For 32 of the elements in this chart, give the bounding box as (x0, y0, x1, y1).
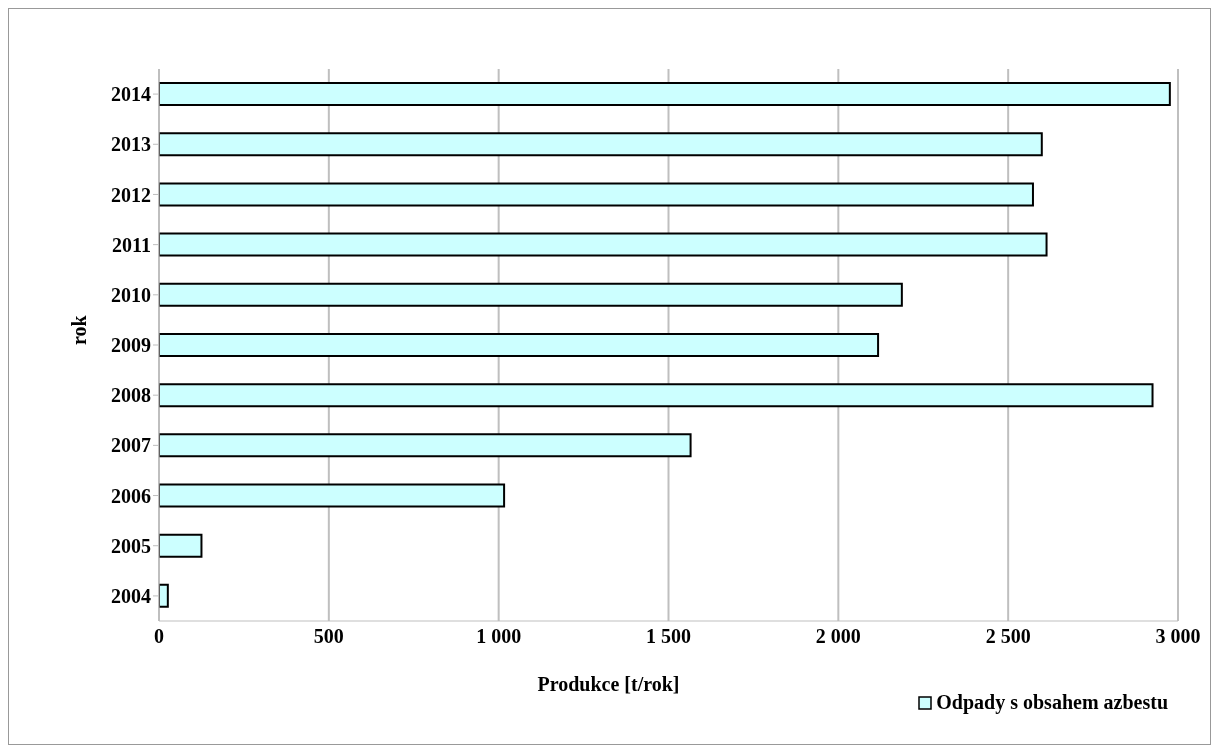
y-tick-label: 2013 (111, 133, 151, 156)
y-tick-label: 2004 (111, 585, 151, 608)
bar (159, 533, 203, 558)
bar (159, 82, 1171, 107)
x-tick-label: 1 500 (646, 625, 691, 648)
x-tick-label: 0 (154, 625, 164, 648)
x-tick-label: 500 (313, 625, 344, 648)
y-tick-label: 2014 (111, 83, 151, 106)
bar (159, 383, 1154, 408)
x-axis-title: Produkce [t/rok] (537, 673, 680, 695)
x-tick-label: 3 000 (1155, 625, 1201, 648)
y-tick-label: 2008 (111, 384, 151, 407)
y-tick-label: 2012 (111, 183, 151, 206)
bar (159, 483, 506, 508)
x-tick-label: 2 000 (815, 625, 861, 648)
y-tick-label: 2007 (111, 434, 151, 457)
y-tick-label: 2005 (111, 534, 151, 557)
y-tick-label: 2006 (111, 484, 151, 507)
bar (159, 132, 1043, 157)
bar (159, 583, 169, 608)
y-tick-label: 2011 (112, 233, 151, 256)
y-tick-label: 2010 (111, 283, 151, 306)
y-tick-label: 2009 (111, 334, 151, 357)
legend-label: Odpady s obsahem azbestu (935, 691, 1168, 714)
x-tick-label: 1 000 (476, 625, 522, 648)
bar (159, 433, 692, 458)
bar (159, 282, 903, 307)
x-tick-label: 2 500 (985, 625, 1031, 648)
bar (159, 182, 1034, 207)
y-axis-title: rok (68, 314, 91, 345)
bar (159, 332, 880, 357)
bar (159, 232, 1048, 257)
